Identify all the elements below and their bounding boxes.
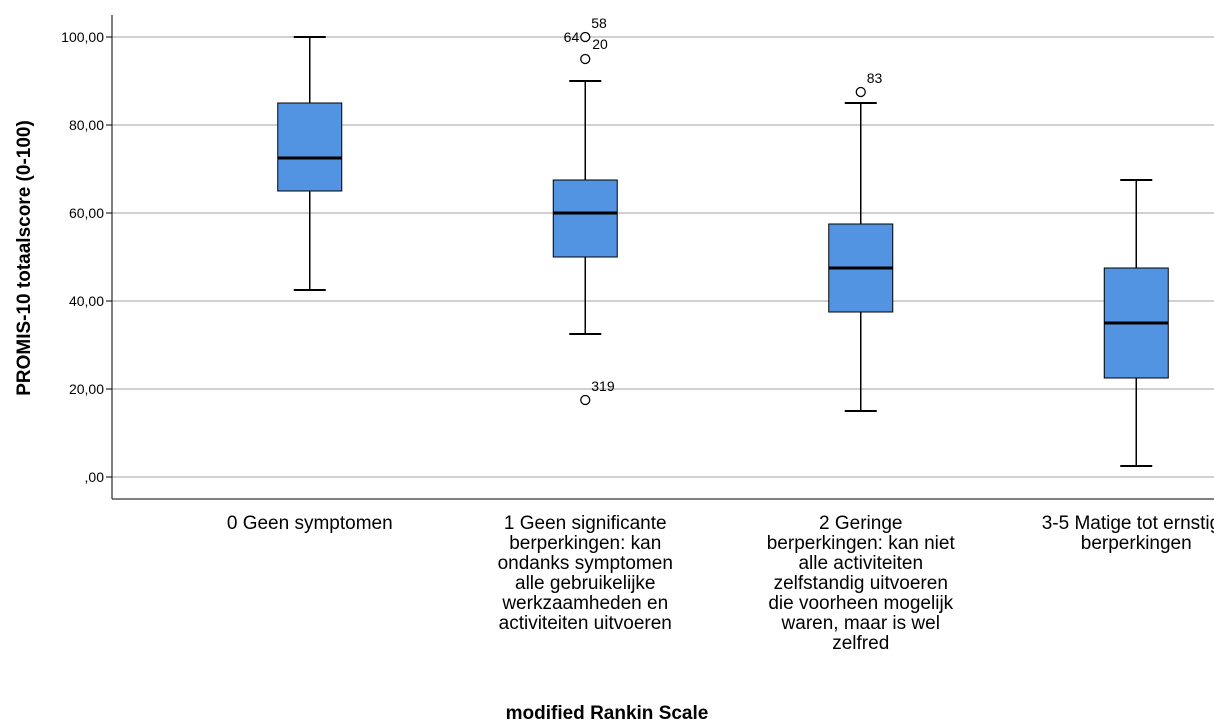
box-group bbox=[1103, 179, 1169, 467]
x-tick-label: 1 Geen significante berperkingen: kan on… bbox=[497, 513, 673, 634]
y-tick-label: 40,00 bbox=[69, 293, 104, 309]
outlier-point bbox=[855, 86, 866, 98]
boxes: 58 64 20 319 83 bbox=[277, 15, 1169, 467]
box-group bbox=[277, 36, 343, 291]
y-tick-labels: ,00 20,00 40,00 60,00 80,00 100,00 bbox=[61, 29, 104, 485]
y-tick-label: ,00 bbox=[85, 469, 105, 485]
outlier-point bbox=[580, 53, 591, 65]
x-tick-label: 2 Geringe berperkingen: kan niet alle ac… bbox=[766, 513, 955, 654]
outlier-point bbox=[580, 394, 591, 406]
outlier-label: 319 bbox=[591, 378, 615, 394]
box-group: 83 bbox=[828, 70, 894, 412]
y-tick-label: 60,00 bbox=[69, 205, 104, 221]
y-tick-label: 20,00 bbox=[69, 381, 104, 397]
box-group: 58 64 20 319 bbox=[552, 15, 618, 406]
outlier-label: 20 bbox=[592, 36, 608, 52]
axes bbox=[106, 15, 1214, 500]
x-axis-label: modified Rankin Scale bbox=[505, 703, 709, 724]
y-tick-label: 80,00 bbox=[69, 117, 104, 133]
x-tick-label: 0 Geen symptomen bbox=[226, 513, 393, 534]
y-axis-label: PROMIS-10 totaalscore (0-100) bbox=[14, 120, 35, 396]
outlier-point bbox=[580, 31, 591, 43]
outlier-label: 64 bbox=[564, 29, 580, 45]
outlier-label: 83 bbox=[867, 70, 883, 86]
y-tick-label: 100,00 bbox=[61, 29, 104, 45]
x-tick-label: 3-5 Matige tot ernstige berperkingen bbox=[1041, 513, 1214, 554]
box-iqr bbox=[277, 102, 343, 192]
outlier-label: 58 bbox=[591, 15, 607, 31]
box-iqr bbox=[552, 179, 618, 258]
